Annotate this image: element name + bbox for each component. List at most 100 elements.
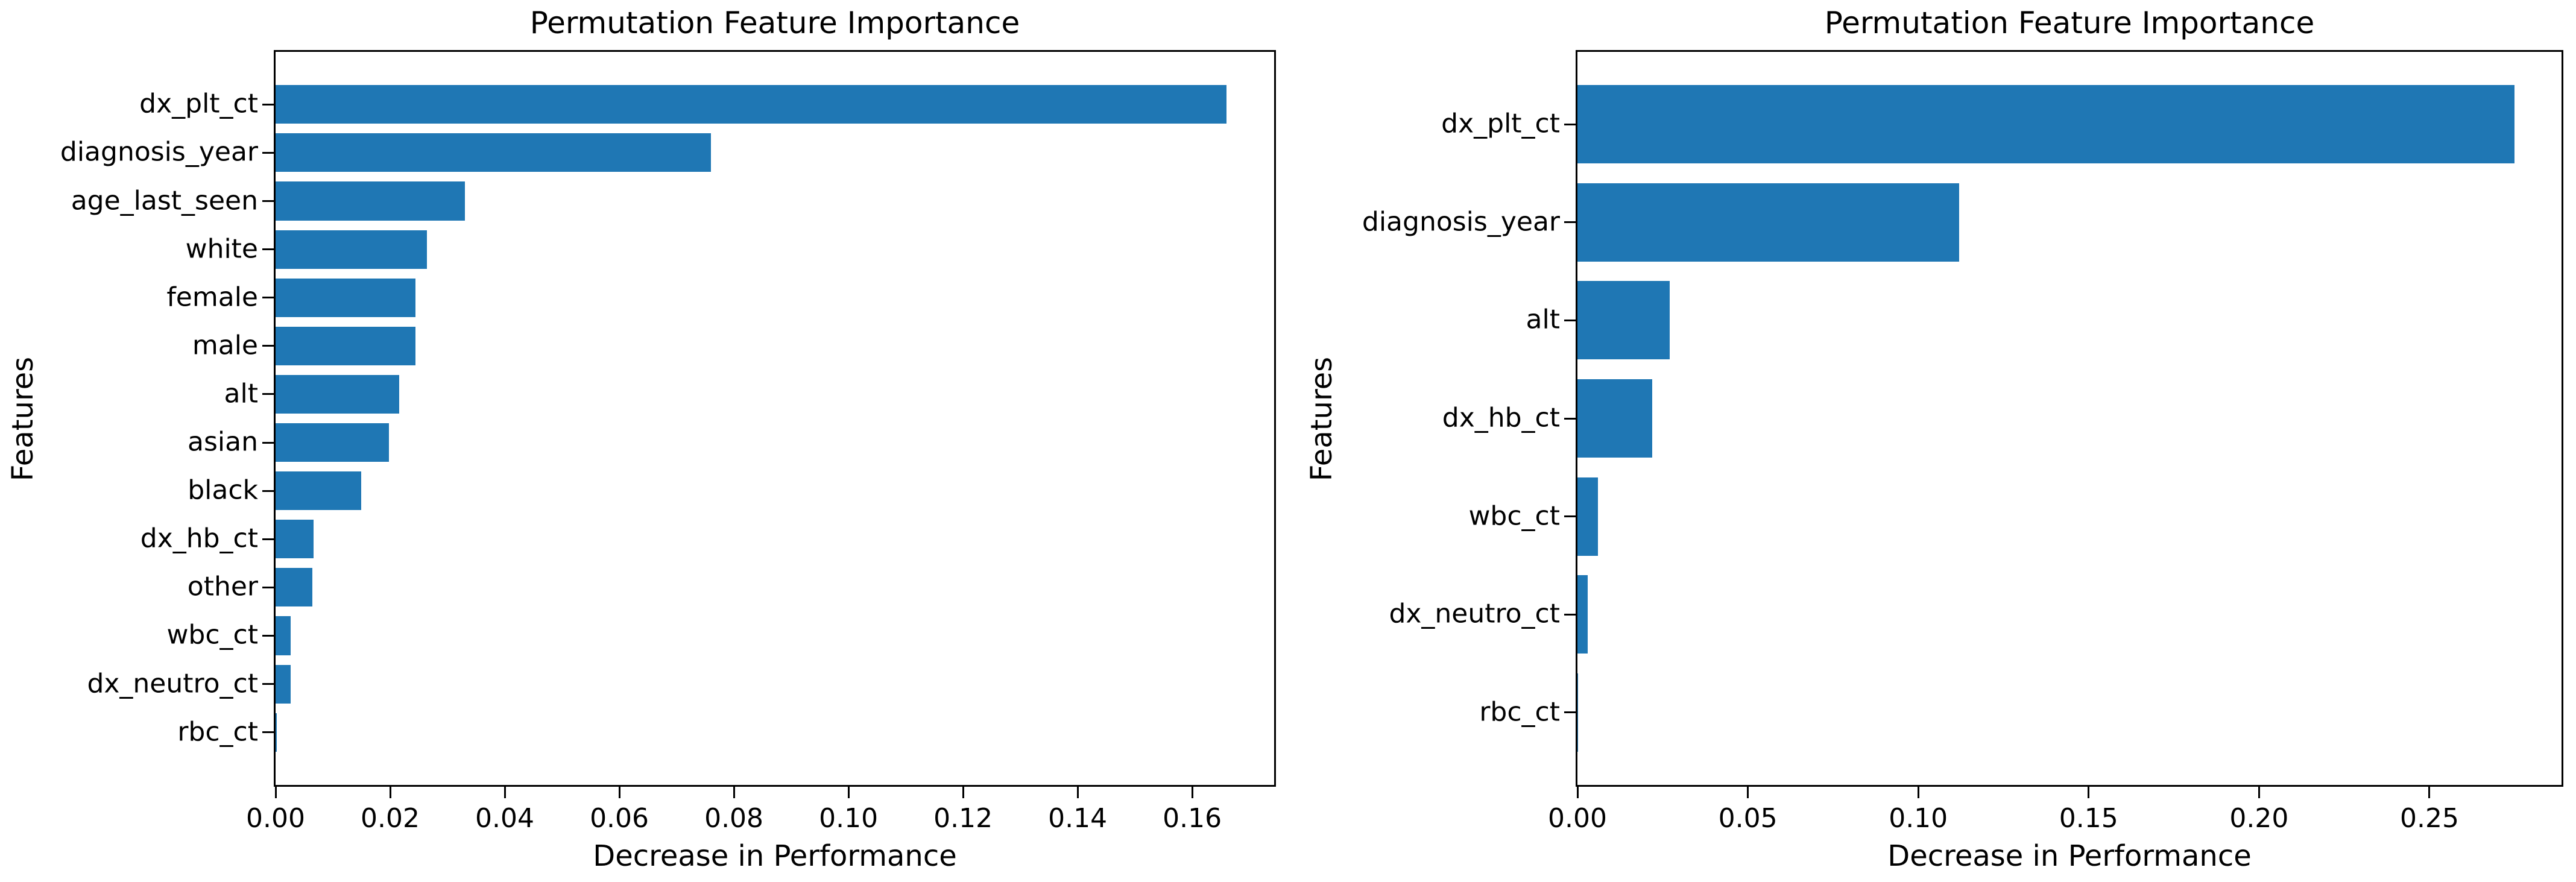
y-tick-label: rbc_ct xyxy=(177,716,258,748)
x-tick xyxy=(962,787,964,798)
x-tick xyxy=(2088,787,2090,798)
x-tick-label: 0.25 xyxy=(2400,803,2459,834)
x-tick-label: 0.05 xyxy=(1718,803,1778,834)
y-tick-label: rbc_ct xyxy=(1479,696,1560,728)
x-tick-label: 0.04 xyxy=(475,803,535,834)
x-tick xyxy=(1747,787,1749,798)
x-tick-label: 0.02 xyxy=(361,803,420,834)
x-tick-label: 0.00 xyxy=(1548,803,1607,834)
bar-wbc_ct xyxy=(276,616,291,655)
bar-diagnosis_year xyxy=(1577,183,1960,262)
y-tick xyxy=(262,683,274,685)
bar-dx_neutro_ct xyxy=(276,664,291,704)
y-tick-label: white xyxy=(185,233,258,265)
x-tick-label: 0.20 xyxy=(2229,803,2289,834)
y-tick-label: dx_neutro_ct xyxy=(1389,598,1560,629)
x-tick-label: 0.10 xyxy=(819,803,879,834)
y-tick xyxy=(262,586,274,588)
x-tick xyxy=(1076,787,1079,798)
y-tick-label: female xyxy=(166,282,258,313)
x-axis-label: Decrease in Performance xyxy=(593,839,957,873)
bar-male xyxy=(276,326,415,365)
y-tick xyxy=(262,200,274,203)
x-tick xyxy=(2428,787,2431,798)
bar-dx_plt_ct xyxy=(1577,85,2515,164)
y-tick-label: age_last_seen xyxy=(71,184,258,216)
x-tick-label: 0.00 xyxy=(246,803,305,834)
x-tick-label: 0.08 xyxy=(704,803,764,834)
chart-title: Permutation Feature Importance xyxy=(1824,5,2315,40)
y-tick xyxy=(262,538,274,540)
y-tick-label: wbc_ct xyxy=(1468,500,1560,532)
bar-diagnosis_year xyxy=(276,133,712,172)
y-tick xyxy=(262,248,274,251)
bar-dx_hb_ct xyxy=(276,520,314,559)
bar-female xyxy=(276,278,415,317)
y-tick-label: dx_hb_ct xyxy=(140,523,258,554)
bar-rbc_ct xyxy=(1577,673,1579,752)
bar-dx_neutro_ct xyxy=(1577,575,1588,654)
y-tick-label: wbc_ct xyxy=(166,619,258,650)
bar-dx_hb_ct xyxy=(1577,379,1653,458)
y-tick-label: diagnosis_year xyxy=(60,136,258,168)
y-tick xyxy=(1564,711,1576,714)
y-tick-label: male xyxy=(192,330,258,361)
x-tick xyxy=(2258,787,2260,798)
x-tick-label: 0.16 xyxy=(1163,803,1222,834)
y-tick xyxy=(262,297,274,299)
x-tick-label: 0.06 xyxy=(590,803,649,834)
y-axis-label: Features xyxy=(1305,356,1339,482)
bar-wbc_ct xyxy=(1577,477,1598,556)
x-tick xyxy=(847,787,850,798)
y-tick xyxy=(262,731,274,734)
bar-black xyxy=(276,471,361,511)
x-tick xyxy=(1917,787,1919,798)
bar-age_last_seen xyxy=(276,181,465,221)
y-tick xyxy=(262,151,274,154)
x-tick xyxy=(504,787,506,798)
chart-title: Permutation Feature Importance xyxy=(529,5,1020,40)
y-tick xyxy=(262,634,274,637)
y-axis-label: Features xyxy=(6,356,40,482)
bar-alt xyxy=(276,374,400,414)
y-tick-label: dx_plt_ct xyxy=(139,88,258,119)
x-tick-label: 0.10 xyxy=(1889,803,1948,834)
x-tick xyxy=(733,787,735,798)
y-tick-label: dx_hb_ct xyxy=(1442,402,1560,433)
bar-asian xyxy=(276,423,390,462)
x-tick xyxy=(1576,787,1579,798)
x-tick-label: 0.12 xyxy=(933,803,993,834)
y-tick-label: alt xyxy=(224,378,258,409)
y-tick-label: dx_plt_ct xyxy=(1441,108,1560,139)
bar-rbc_ct xyxy=(276,713,277,752)
y-tick-label: asian xyxy=(188,426,258,458)
x-tick xyxy=(1191,787,1193,798)
bar-alt xyxy=(1577,281,1670,360)
y-tick xyxy=(1564,613,1576,616)
y-tick xyxy=(1564,319,1576,321)
y-tick xyxy=(1564,515,1576,518)
y-tick-label: alt xyxy=(1526,304,1560,335)
bar-white xyxy=(276,230,427,269)
y-tick xyxy=(262,441,274,444)
y-tick xyxy=(262,393,274,395)
y-tick xyxy=(262,345,274,347)
y-tick xyxy=(1564,221,1576,224)
x-tick xyxy=(274,787,277,798)
bar-dx_plt_ct xyxy=(276,85,1227,124)
x-tick xyxy=(618,787,620,798)
x-tick-label: 0.14 xyxy=(1048,803,1108,834)
y-tick-label: diagnosis_year xyxy=(1362,206,1560,238)
x-tick xyxy=(389,787,391,798)
y-tick xyxy=(262,103,274,106)
x-tick-label: 0.15 xyxy=(2059,803,2118,834)
x-axis-label: Decrease in Performance xyxy=(1887,839,2252,873)
y-tick xyxy=(1564,417,1576,420)
y-tick-label: dx_neutro_ct xyxy=(87,668,258,699)
y-tick-label: black xyxy=(188,474,258,506)
bar-other xyxy=(276,568,312,607)
y-tick-label: other xyxy=(187,571,258,602)
